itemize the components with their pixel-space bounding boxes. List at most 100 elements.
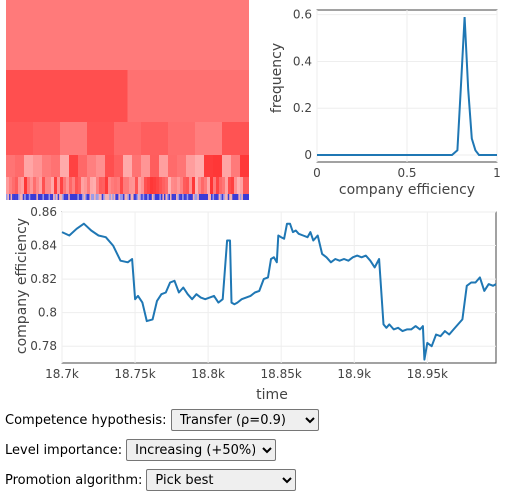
heatmap-cell bbox=[87, 177, 91, 194]
heatmap-cell bbox=[180, 177, 184, 194]
heatmap-leaf-cell bbox=[162, 194, 165, 200]
heatmap-cell bbox=[219, 177, 223, 194]
hist-y-tick: 0.6 bbox=[293, 8, 312, 22]
heatmap-leaf-cell bbox=[136, 194, 139, 200]
ts-y-tick: 0.86 bbox=[30, 205, 57, 219]
heatmap-cell bbox=[147, 177, 151, 194]
heatmap-leaf-cell bbox=[119, 194, 122, 200]
heatmap-leaf-cell bbox=[71, 194, 74, 200]
heatmap-leaf-cell bbox=[174, 194, 177, 200]
promotion-algorithm-select[interactable]: Pick best bbox=[146, 469, 297, 491]
heatmap-cell bbox=[213, 155, 223, 177]
heatmap-leaf-cell bbox=[247, 194, 249, 200]
heatmap-cell bbox=[57, 177, 61, 194]
level-importance-label: Level importance: bbox=[5, 442, 123, 458]
heatmap-cell bbox=[39, 177, 43, 194]
heatmap-cell bbox=[216, 177, 220, 194]
heatmap-cell bbox=[105, 155, 115, 177]
heatmap-leaf-cell bbox=[21, 194, 23, 200]
heatmap-cell bbox=[132, 155, 142, 177]
heatmap-leaf-cell bbox=[135, 194, 137, 200]
level-importance-select[interactable]: Increasing (+50%) bbox=[126, 439, 277, 461]
heatmap-cell bbox=[201, 177, 205, 194]
heatmap-leaf-cell bbox=[186, 194, 189, 200]
heatmap-cell bbox=[204, 155, 214, 177]
heatmap-cell bbox=[105, 177, 109, 194]
heatmap-leaf-cell bbox=[141, 194, 143, 200]
heatmap-leaf-cell bbox=[122, 194, 125, 200]
heatmap-leaf-cell bbox=[139, 194, 142, 200]
heatmap-leaf-cell bbox=[148, 194, 151, 200]
heatmap-leaf-cell bbox=[235, 194, 238, 200]
heatmap-leaf-cell bbox=[89, 194, 92, 200]
heatmap-cell bbox=[60, 177, 64, 194]
heatmap-leaf-cell bbox=[109, 194, 111, 200]
heatmap-leaf-cell bbox=[43, 194, 46, 200]
heatmap-cell bbox=[195, 122, 223, 155]
heatmap-cell bbox=[129, 177, 133, 194]
heatmap-cell bbox=[177, 155, 187, 177]
heatmap-cell bbox=[195, 177, 199, 194]
heatmap-leaf-cell bbox=[25, 194, 28, 200]
heatmap-cell bbox=[213, 177, 217, 194]
heatmap-cell bbox=[18, 177, 22, 194]
heatmap-leaf-cell bbox=[226, 194, 228, 200]
heatmap-leaf-cell bbox=[31, 194, 34, 200]
promotion-algorithm-label: Promotion algorithm: bbox=[5, 472, 143, 488]
heatmap-leaf-cell bbox=[91, 194, 93, 200]
heatmap-leaf-cell bbox=[100, 194, 102, 200]
heatmap-cell bbox=[132, 177, 136, 194]
heatmap-cell bbox=[165, 177, 169, 194]
heatmap-leaf-cell bbox=[147, 194, 149, 200]
heatmap-leaf-cell bbox=[165, 194, 168, 200]
heatmap-leaf-cell bbox=[191, 194, 194, 200]
heatmap-cell bbox=[42, 155, 52, 177]
ts-plot-frame bbox=[61, 211, 497, 364]
heatmap-cell bbox=[75, 177, 79, 194]
heatmap-cell bbox=[42, 177, 46, 194]
heatmap-cell bbox=[141, 155, 151, 177]
heatmap-leaf-cell bbox=[232, 194, 235, 200]
heatmap-leaf-cell bbox=[12, 194, 14, 200]
heatmap-leaf-cell bbox=[185, 194, 187, 200]
competence-hypothesis-row: Competence hypothesis: Transfer (ρ=0.9) bbox=[5, 409, 319, 431]
heatmap-leaf-cell bbox=[179, 194, 181, 200]
heatmap-cell bbox=[207, 177, 211, 194]
heatmap-cell bbox=[87, 155, 97, 177]
heatmap-cell bbox=[168, 177, 172, 194]
heatmap-leaf-cell bbox=[81, 194, 84, 200]
level-importance-row: Level importance: Increasing (+50%) bbox=[5, 439, 277, 461]
heatmap-leaf-cell bbox=[118, 194, 121, 200]
heatmap-cell bbox=[117, 177, 121, 194]
heatmap-leaf-cell bbox=[145, 194, 148, 200]
heatmap-leaf-cell bbox=[37, 194, 40, 200]
heatmap-leaf-cell bbox=[53, 194, 55, 200]
heatmap-leaf-cell bbox=[154, 194, 157, 200]
heatmap-leaf-cell bbox=[242, 194, 245, 200]
heatmap-cell bbox=[123, 155, 133, 177]
heatmap-cell bbox=[111, 177, 115, 194]
competence-hypothesis-select[interactable]: Transfer (ρ=0.9) bbox=[170, 409, 319, 431]
heatmap-leaf-cell bbox=[10, 194, 13, 200]
heatmap-leaf-cell bbox=[13, 194, 16, 200]
hist-ylabel: frequency bbox=[269, 43, 285, 113]
heatmap-leaf-cell bbox=[224, 194, 227, 200]
heatmap-leaf-cell bbox=[238, 194, 241, 200]
heatmap-leaf-cell bbox=[28, 194, 31, 200]
heatmap-cell bbox=[234, 177, 238, 194]
heatmap-leaf-cell bbox=[75, 194, 78, 200]
heatmap-leaf-cell bbox=[112, 194, 115, 200]
ts-x-tick: 18.9k bbox=[337, 367, 371, 381]
heatmap-leaf-cell bbox=[215, 194, 218, 200]
heatmap-cell bbox=[123, 177, 127, 194]
company-hierarchy-heatmap bbox=[6, 0, 249, 200]
heatmap-leaf-cell bbox=[173, 194, 175, 200]
heatmap-cell bbox=[159, 177, 163, 194]
heatmap-leaf-cell bbox=[47, 194, 49, 200]
heatmap-leaf-cell bbox=[182, 194, 184, 200]
heatmap-leaf-cell bbox=[7, 194, 10, 200]
heatmap-leaf-cell bbox=[160, 194, 163, 200]
heatmap-leaf-cell bbox=[78, 194, 81, 200]
heatmap-cell bbox=[222, 177, 226, 194]
ts-series bbox=[61, 222, 497, 361]
